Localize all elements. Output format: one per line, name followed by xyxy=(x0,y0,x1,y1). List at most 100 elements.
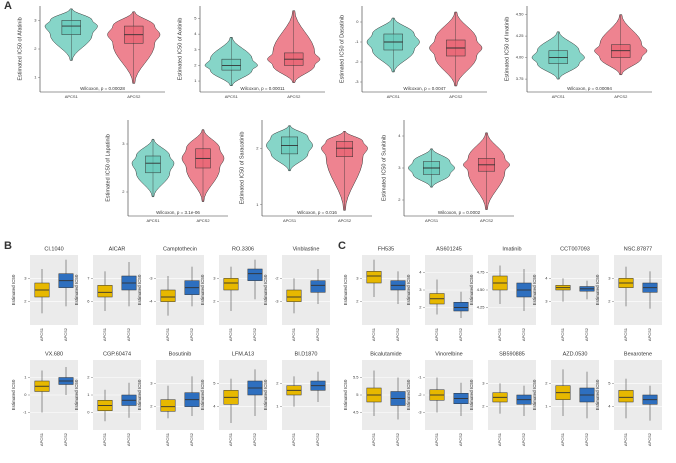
chart-panel: NSC.87877 Estimated IC50 2 3 APCS1 APCS2 xyxy=(595,246,662,341)
chart-panel: AS601245 Estimated IC50 2 3 4 APCS1 APCS2 xyxy=(406,246,473,341)
x-tick-label: APCS1 xyxy=(146,218,160,223)
y-tick-label: 3 xyxy=(419,287,422,292)
y-tick-label: 3 xyxy=(482,380,485,385)
chart-title: CI.1040 xyxy=(44,246,63,252)
y-tick-label: 2 xyxy=(482,404,485,409)
y-axis-label: Estimated IC50 xyxy=(469,274,474,305)
y-tick-label: 4.25 xyxy=(516,33,525,38)
y-tick-label: 2 xyxy=(356,299,359,304)
chart-title: VX.680 xyxy=(45,351,63,357)
y-tick-label: 2 xyxy=(34,46,37,51)
y-tick-label: 5.5 xyxy=(353,375,359,380)
y-tick-label: -3 xyxy=(275,299,279,304)
y-axis-label: Estimated IC50 xyxy=(137,274,142,305)
y-tick-label: 5 xyxy=(608,380,611,385)
box xyxy=(366,271,382,284)
chart-title: Vinorelbine xyxy=(435,351,462,357)
chart-panel: Estimated IC50 of Saracatinib 1 2 APCS1 APCS… xyxy=(239,120,372,223)
chart-title: LFM.A13 xyxy=(232,351,254,357)
chart-title: Imatinib xyxy=(502,246,521,252)
x-tick-label: APCS1 xyxy=(434,327,439,341)
annotation: Wilcoxon, p = 0.016 xyxy=(297,210,337,215)
x-tick-label: APCS2 xyxy=(126,432,131,446)
y-axis-label: Estimated IC50 xyxy=(406,274,411,305)
x-tick-label: APCS1 xyxy=(291,327,296,341)
chart-panel: Estimated IC50 of Dasatinib -3 -2 -1 0 APCS1 A… xyxy=(339,6,487,99)
x-tick-label: APCS2 xyxy=(315,327,320,341)
chart-panel: Vinblastine Estimated IC50 -3 -2 APCS1 APCS2 xyxy=(263,246,330,341)
chart-title: SB590885 xyxy=(499,351,525,357)
chart-panel: VX.680 Estimated IC50 -1 0 1 APCS1 APCS2 xyxy=(11,351,78,446)
chart-title: Bexarotene xyxy=(624,351,652,357)
chart-panel: Bosutinib Estimated IC50 2 3 APCS1 APCS2 xyxy=(137,351,204,446)
x-tick-label: APCS2 xyxy=(127,94,141,99)
y-tick-label: 4.50 xyxy=(516,12,525,17)
y-tick-label: 2 xyxy=(87,375,90,380)
x-tick-label: APCS1 xyxy=(560,432,565,446)
y-tick-label: -2 xyxy=(355,59,359,64)
chart-panel: Estimated IC50 of Sunitinib 2 3 4 APCS1 APCS2… xyxy=(381,120,514,223)
chart-title: Camptothecin xyxy=(163,246,197,252)
y-tick-label: 0 xyxy=(24,392,27,397)
y-tick-label: 3 xyxy=(194,47,197,52)
y-axis-label: Estimated IC50 xyxy=(200,379,205,410)
x-tick-label: APCS1 xyxy=(39,327,44,341)
y-tick-label: 3 xyxy=(150,380,153,385)
box xyxy=(247,268,263,281)
y-axis-label: Estimated IC50 xyxy=(200,274,205,305)
annotation: Wilcoxon, p = 0.0047 xyxy=(403,86,446,91)
box xyxy=(336,141,353,157)
x-tick-label: APCS1 xyxy=(623,432,628,446)
chart-panel: BI.D1870 Estimated IC50 1 2 APCS1 APCS2 xyxy=(263,351,330,446)
x-tick-label: APCS2 xyxy=(614,94,628,99)
y-tick-label: 1 xyxy=(87,392,90,397)
x-tick-label: APCS1 xyxy=(425,218,439,223)
x-tick-label: APCS2 xyxy=(315,432,320,446)
y-tick-label: 3 xyxy=(398,165,401,170)
y-axis-label: Estimated IC50 of Imatinib xyxy=(504,17,510,82)
box xyxy=(145,155,161,174)
chart-title: CCT007093 xyxy=(560,246,590,252)
y-axis-label: Estimated IC50 of Lapatinib xyxy=(105,134,111,202)
chart-panel: AICAR Estimated IC50 6 7 APCS1 APCS2 xyxy=(74,246,141,341)
y-tick-label: 1 xyxy=(256,202,259,207)
y-tick-label: 2 xyxy=(419,305,422,310)
x-tick-label: APCS2 xyxy=(647,327,652,341)
x-tick-label: APCS1 xyxy=(283,218,297,223)
chart-title: AS601245 xyxy=(436,246,462,252)
box xyxy=(97,285,113,298)
chart-title: AICAR xyxy=(109,246,126,252)
x-tick-label: APCS2 xyxy=(584,432,589,446)
chart-panel: CCT007093 Estimated IC50 3 4 APCS1 APCS2 xyxy=(532,246,599,341)
y-tick-label: 3.75 xyxy=(516,76,525,81)
x-tick-label: APCS1 xyxy=(387,94,401,99)
chart-title: Bicalutamide xyxy=(370,351,402,357)
x-tick-label: APCS2 xyxy=(521,327,526,341)
box xyxy=(618,390,634,403)
y-axis-label: Estimated IC50 xyxy=(343,274,348,305)
y-axis-label: Estimated IC50 of Sunitinib xyxy=(381,135,387,201)
x-tick-label: APCS1 xyxy=(623,327,628,341)
chart-panel: Estimated IC50 of Lapatinib 2 3 APCS1 APCS2 W… xyxy=(105,120,228,223)
y-tick-label: 2 xyxy=(24,299,27,304)
x-tick-label: APCS2 xyxy=(338,218,352,223)
annotation: Wilcoxon, p = 0.00028 xyxy=(80,86,125,91)
box xyxy=(160,289,176,302)
x-tick-label: APCS1 xyxy=(102,327,107,341)
y-axis-label: Estimated IC50 of Afatinib xyxy=(17,17,23,80)
y-tick-label: 3 xyxy=(34,17,37,22)
x-tick-label: APCS2 xyxy=(480,218,494,223)
x-tick-label: APCS2 xyxy=(458,327,463,341)
annotation: Wilcoxon, p = 0.00094 xyxy=(567,86,612,91)
y-tick-label: 4 xyxy=(194,31,197,36)
x-tick-label: APCS1 xyxy=(39,432,44,446)
box xyxy=(61,20,81,35)
chart-title: BI.D1870 xyxy=(295,351,318,357)
chart-panel: Bexarotene Estimated IC50 4 5 APCS1 APCS2 xyxy=(595,351,662,446)
chart-title: Vinblastine xyxy=(293,246,320,252)
box xyxy=(223,278,239,291)
chart-title: Bosutinib xyxy=(169,351,192,357)
x-tick-label: APCS1 xyxy=(497,432,502,446)
chart-panel: CI.1040 Estimated IC50 2 3 APCS1 APCS2 xyxy=(11,246,78,341)
